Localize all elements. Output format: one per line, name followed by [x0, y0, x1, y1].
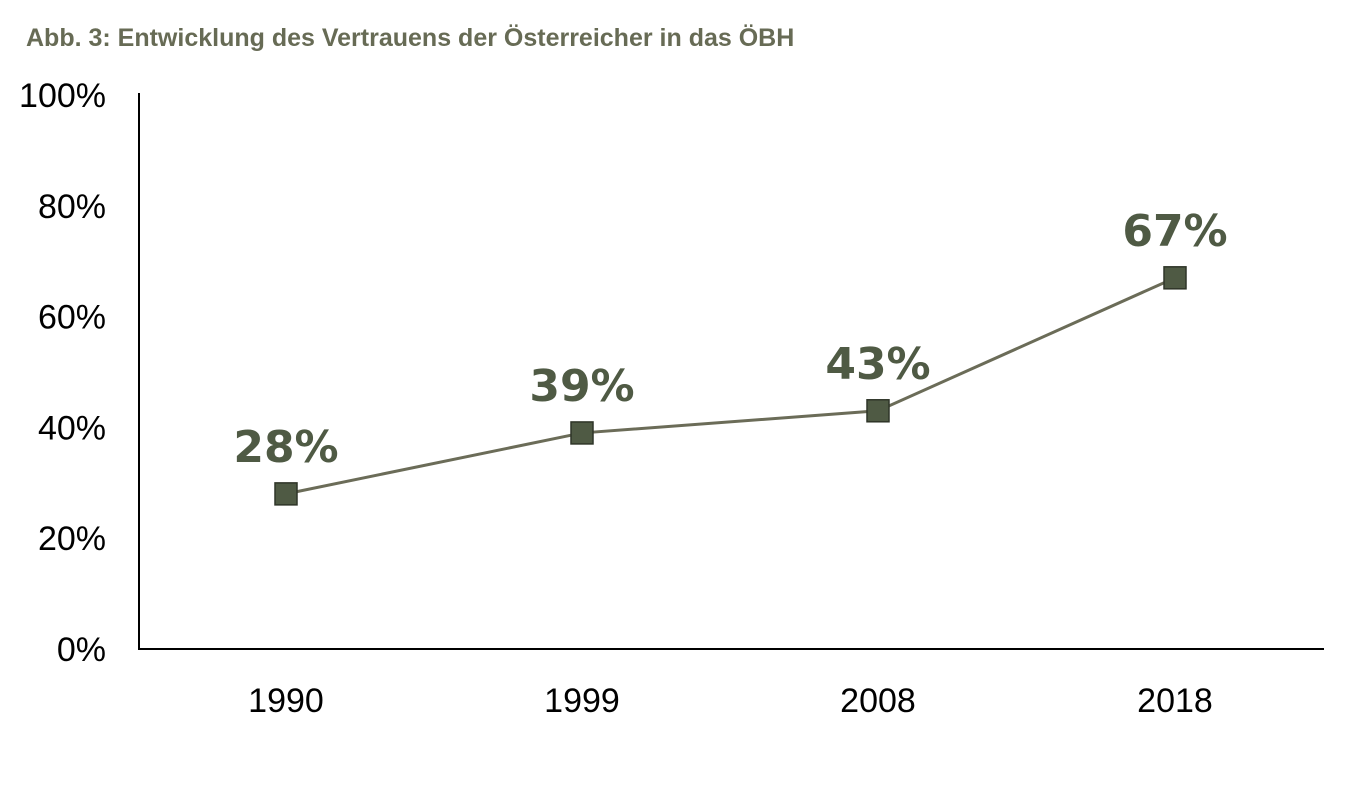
data-point-marker	[570, 421, 594, 445]
x-tick-label: 2018	[1137, 682, 1213, 720]
y-tick-label: 0%	[57, 631, 106, 669]
data-label: 28%	[233, 422, 338, 473]
x-tick-label: 1990	[248, 682, 324, 720]
data-label: 39%	[529, 361, 634, 412]
data-point-marker	[1163, 266, 1187, 290]
series-line	[285, 276, 1176, 496]
x-tick-labels: 1990 1999 2008 2018	[248, 682, 1213, 720]
data-label: 43%	[825, 339, 930, 390]
y-tick-label: 40%	[38, 409, 106, 447]
y-tick-label: 60%	[38, 299, 106, 337]
data-label: 67%	[1122, 206, 1227, 257]
y-tick-label: 20%	[38, 520, 106, 558]
chart-axes	[138, 93, 1324, 650]
x-tick-label: 2008	[840, 682, 916, 720]
x-tick-label: 1999	[544, 682, 620, 720]
data-point-marker	[274, 482, 298, 506]
chart-title: Abb. 3: Entwicklung des Vertrauens der Ö…	[26, 24, 795, 52]
y-tick-labels: 0% 20% 40% 60% 80% 100%	[19, 77, 106, 669]
data-labels: 28% 39% 43% 67%	[233, 206, 1227, 473]
data-point-marker	[866, 399, 890, 423]
series-group	[274, 266, 1187, 506]
y-tick-label: 100%	[19, 77, 106, 115]
y-tick-label: 80%	[38, 188, 106, 226]
